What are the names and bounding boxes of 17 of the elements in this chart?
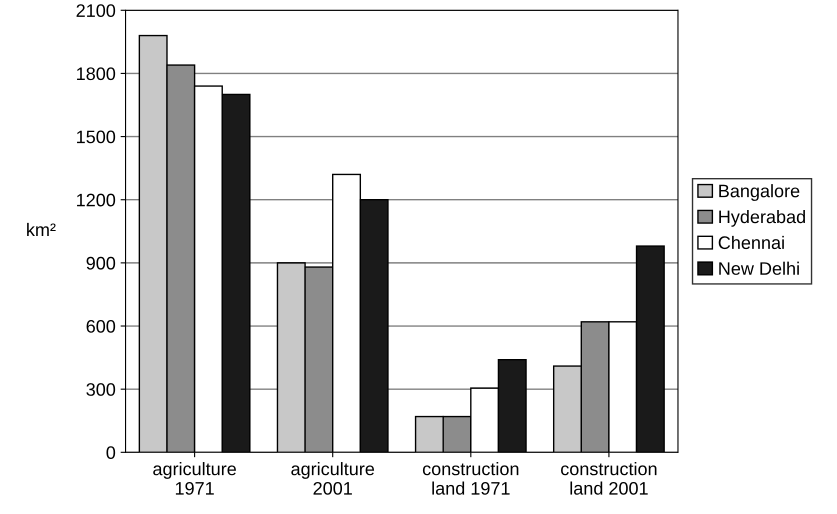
x-tick-label: agriculture 1971 — [153, 462, 236, 495]
y-tick-label: 2100 — [76, 4, 116, 17]
y-axis-title: km² — [27, 222, 56, 236]
legend-label: Bangalore — [719, 184, 800, 201]
y-tick-label: 1200 — [77, 194, 116, 206]
y-tick-label: 1500 — [77, 130, 116, 144]
x-tick-label: construction land 1971 — [422, 462, 518, 495]
x-tick-label: agriculture 2001 — [291, 462, 374, 495]
legend-label: Hyderabad — [719, 210, 805, 227]
legend-label: Chennai — [718, 236, 784, 250]
x-tick-label: construction land 2001 — [561, 462, 656, 495]
y-tick-label: 900 — [86, 256, 116, 270]
y-tick-label: 600 — [86, 320, 116, 333]
legend-label: New Delhi — [719, 262, 799, 275]
y-tick-label: 1800 — [77, 67, 116, 80]
y-tick-label: 300 — [86, 383, 116, 396]
y-tick-label: 0 — [106, 446, 116, 460]
